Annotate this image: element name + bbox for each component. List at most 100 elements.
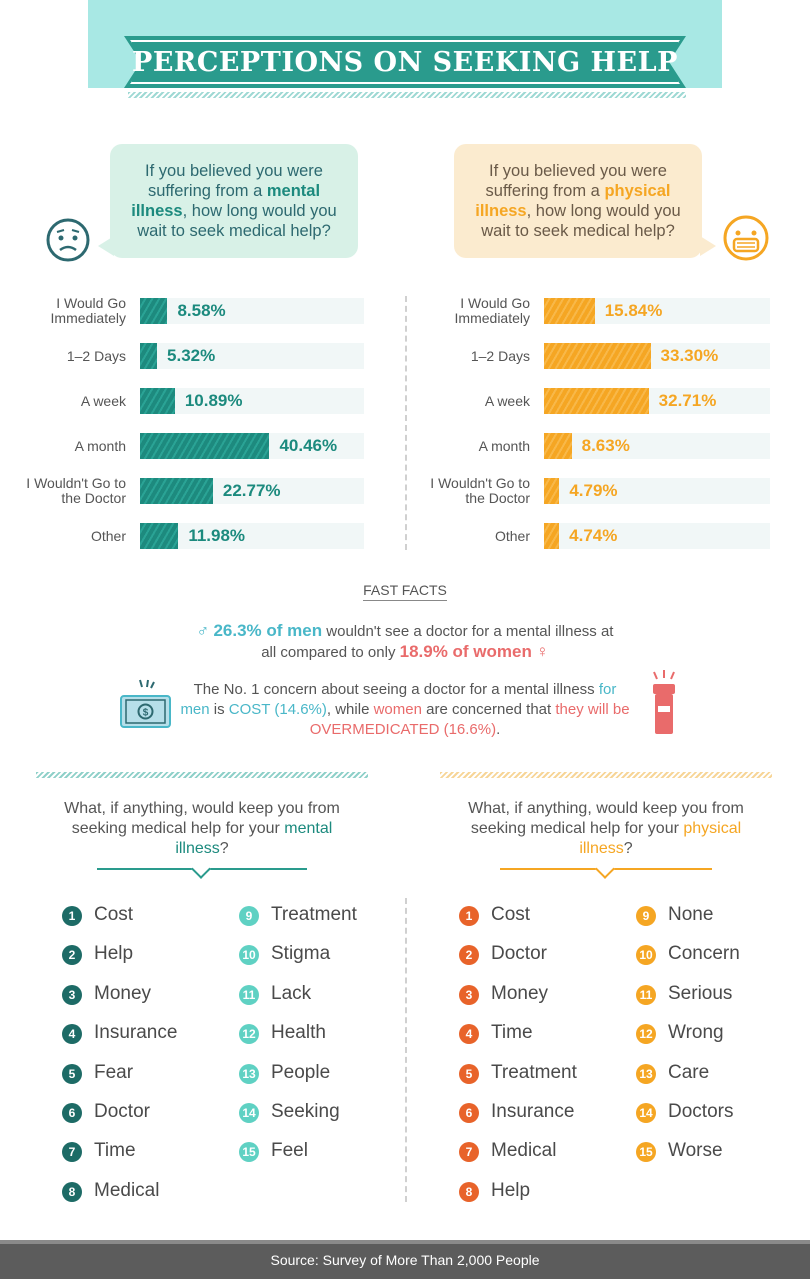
question-highlight: physical illness: [475, 182, 671, 220]
list-item: Help: [94, 943, 134, 965]
bar-value-label: 33.30%: [660, 346, 719, 365]
list-item: Cost: [491, 904, 531, 925]
list-item: Treatment: [491, 1061, 577, 1083]
source-footer: Source: Survey of More Than 2,000 People: [0, 1240, 810, 1279]
bar: [544, 388, 649, 414]
list-number-badge: 11: [239, 984, 259, 1005]
list-number-badge: 15: [636, 1142, 656, 1163]
female-icon: ♀: [536, 642, 549, 661]
list-number-badge: 5: [62, 1063, 82, 1084]
fact-text: , while: [326, 701, 374, 718]
bar: [140, 343, 158, 369]
bar-category-label: Other: [90, 527, 126, 544]
fact-text: .: [496, 721, 501, 738]
list-number-badge: 13: [239, 1063, 259, 1084]
fact-women-label: women: [373, 701, 422, 718]
bar-track: [544, 478, 770, 504]
bar-category-label: I Wouldn't Go to the Doctor: [26, 475, 126, 506]
bar-value-label: 5.32%: [167, 346, 216, 365]
question-text: What, if anything, would keep you from s…: [64, 800, 340, 837]
list-item: Feel: [271, 1140, 308, 1162]
list-number-badge: 12: [239, 1024, 259, 1045]
list-item: Health: [271, 1022, 326, 1044]
physical-barrier-question: What, if anything, would keep you from s…: [456, 799, 756, 859]
fact-text: wouldn't see a doctor for a mental illne…: [261, 623, 614, 661]
fast-facts-title: FAST FACTS: [0, 582, 810, 601]
list-number-badge: 10: [636, 945, 656, 966]
bar: [140, 478, 213, 504]
list-item: Help: [491, 1179, 531, 1201]
list-number-badge: 10: [239, 945, 259, 966]
list-item: Seeking: [271, 1101, 340, 1122]
fact-overmedicated: they will be OVERMEDICATED (16.6%): [309, 701, 630, 738]
fact-men-women: ♂ 26.3% of men wouldn't see a doctor for…: [190, 621, 620, 663]
list-number-badge: 6: [459, 1103, 479, 1123]
bar-value-label: 8.63%: [581, 436, 630, 455]
fact-text: are concerned that: [421, 701, 556, 718]
list-number-badge: 7: [459, 1142, 479, 1163]
bar-category-label: 1–2 Days: [66, 347, 126, 364]
bar-track: [140, 388, 364, 414]
fact-men-value: 26.3% of men: [213, 621, 323, 640]
list-item: Lack: [271, 982, 312, 1004]
list-number-badge: 3: [459, 984, 479, 1005]
question-pointer-left: [191, 859, 211, 879]
bar-category-label: I Wouldn't Go to the Doctor: [430, 475, 530, 506]
list-item: Money: [491, 982, 549, 1004]
question-text: If you believed you were suffering from …: [485, 162, 667, 200]
male-icon: ♂: [196, 621, 210, 640]
list-item: None: [668, 904, 714, 925]
bar-category-label: A month: [478, 437, 530, 454]
bar-category-label: I Would Go Immediately: [454, 295, 530, 326]
list-stripe-left: [36, 772, 368, 778]
list-number-badge: 13: [636, 1063, 656, 1084]
list-item: Cost: [94, 904, 134, 925]
list-item: Care: [668, 1061, 710, 1083]
fast-facts-label: FAST FACTS: [363, 582, 447, 601]
page-title: PERCEPTIONS ON SEEKING HELP: [132, 46, 678, 78]
fact-cost: COST (14.6%): [228, 701, 327, 718]
question-text: If you believed you were suffering from …: [145, 162, 323, 200]
list-item: People: [271, 1061, 331, 1083]
footer-top-border: [0, 1240, 810, 1244]
bar-value-label: 15.84%: [604, 301, 663, 320]
mental-barrier-question: What, if anything, would keep you from s…: [52, 799, 352, 859]
bar: [544, 523, 560, 549]
list-item: Time: [94, 1140, 136, 1162]
bar-category-label: A month: [74, 437, 126, 454]
list-stripe-right: [440, 772, 772, 778]
bar: [544, 433, 572, 459]
bar-track: [544, 523, 770, 549]
list-number-badge: 1: [459, 906, 479, 926]
bar-category-label: A week: [484, 392, 530, 409]
bar-value-label: 10.89%: [184, 391, 243, 410]
list-number-badge: 5: [459, 1063, 479, 1084]
question-text: , how long would you wait to seek medica…: [481, 202, 681, 240]
bar: [544, 343, 651, 369]
list-number-badge: 15: [239, 1142, 259, 1163]
list-item: Medical: [94, 1179, 160, 1201]
question-text: ?: [623, 840, 633, 857]
svg-text:$: $: [143, 708, 149, 719]
list-number-badge: 8: [459, 1181, 479, 1202]
bar-track: [140, 343, 364, 369]
list-item: Fear: [94, 1061, 134, 1083]
list-item: Doctor: [491, 943, 547, 965]
list-divider: [405, 898, 407, 1202]
bar-track: [544, 433, 770, 459]
list-number-badge: 1: [62, 906, 82, 926]
list-number-badge: 9: [239, 906, 259, 926]
list-number-badge: 6: [62, 1103, 82, 1123]
fact-text: is: [209, 701, 229, 718]
list-item: Treatment: [271, 904, 357, 925]
bar-value-label: 8.58%: [177, 301, 226, 320]
list-number-badge: 7: [62, 1142, 82, 1163]
money-icon: $: [120, 679, 171, 728]
bar-category-label: A week: [80, 392, 126, 409]
question-highlight: mental illness: [175, 820, 333, 857]
fact-men-label: for men: [180, 681, 617, 718]
masked-face-icon: [723, 215, 769, 261]
list-item: Doctors: [668, 1101, 734, 1122]
list-item: Wrong: [668, 1022, 724, 1044]
fact-women-value: 18.9% of women: [399, 642, 532, 661]
